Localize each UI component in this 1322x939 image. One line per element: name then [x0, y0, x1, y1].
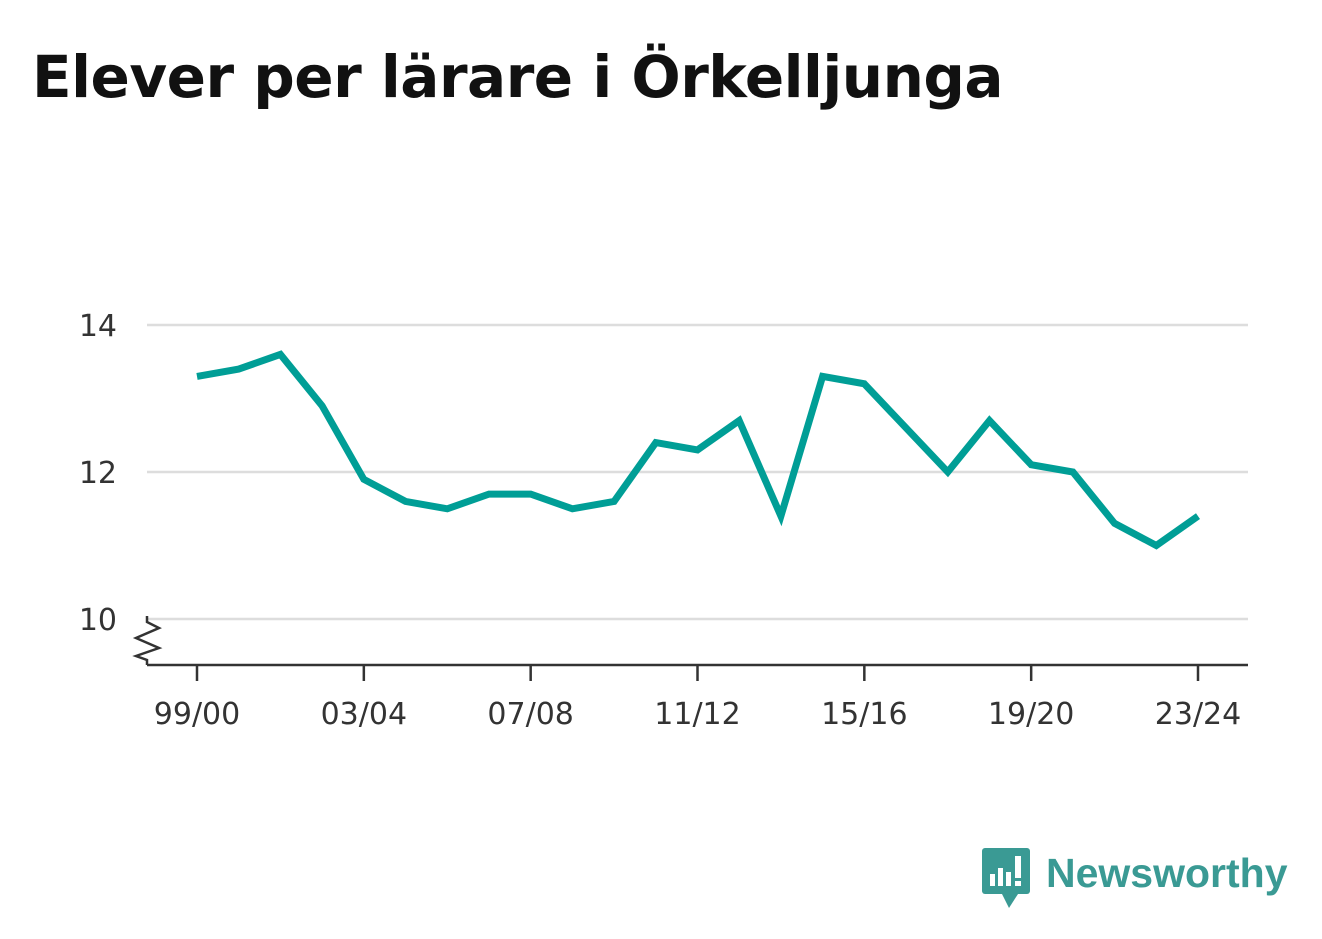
data-point-18-19	[987, 418, 993, 424]
data-point-15-16	[861, 381, 867, 387]
data-point-19-20	[1028, 462, 1034, 468]
data-point-00-01	[236, 366, 242, 372]
x-tick-label-19-20: 19/20	[988, 697, 1074, 732]
x-tick-label-03-04: 03/04	[321, 697, 407, 732]
chart-title: Elever per lärare i Örkelljunga	[32, 43, 1004, 111]
data-point-23-24	[1195, 513, 1201, 519]
data-point-20-21	[1070, 469, 1076, 475]
x-tick-label-23-24: 23/24	[1155, 697, 1241, 732]
series-line-0	[196, 350, 1201, 550]
data-point-09-10	[611, 498, 617, 504]
data-point-07-08	[528, 491, 534, 497]
data-point-10-11	[653, 440, 659, 446]
data-point-22-23	[1153, 543, 1159, 549]
x-axis-ticks	[195, 665, 1200, 681]
data-series	[194, 350, 1201, 550]
data-point-12-13	[736, 418, 742, 424]
x-tick-label-07-08: 07/08	[487, 697, 573, 732]
data-point-01-02	[277, 351, 283, 357]
newsworthy-chart-bubble-icon	[982, 848, 1030, 908]
x-tick-label-11-12: 11/12	[654, 697, 740, 732]
y-axis-break-icon	[132, 616, 163, 665]
brand-name: Newsworthy	[1046, 850, 1288, 896]
data-point-08-09	[569, 506, 575, 512]
y-axis-labels: 10 12 14	[79, 309, 117, 638]
data-point-02-03	[319, 403, 325, 409]
gridlines	[147, 323, 1248, 621]
x-tick-label-99-00: 99/00	[154, 697, 240, 732]
data-point-16-17	[903, 425, 909, 431]
data-point-03-04	[361, 476, 367, 482]
data-point-11-12	[695, 447, 701, 453]
data-point-06-07	[486, 491, 492, 497]
data-point-21-22	[1112, 520, 1118, 526]
data-point-99-00	[194, 373, 200, 379]
data-point-13-14	[778, 513, 784, 519]
brand-logo: Newsworthy	[982, 848, 1288, 912]
x-axis-labels: 99/00 03/04 07/08 11/12 15/16 19/20 23/24	[154, 697, 1241, 732]
data-point-05-06	[444, 506, 450, 512]
y-tick-label-12: 12	[79, 456, 117, 491]
x-tick-label-15-16: 15/16	[821, 697, 907, 732]
data-point-04-05	[403, 498, 409, 504]
data-point-17-18	[945, 469, 951, 475]
y-tick-label-10: 10	[79, 603, 117, 638]
y-tick-label-14: 14	[79, 309, 117, 344]
data-point-14-15	[820, 373, 826, 379]
